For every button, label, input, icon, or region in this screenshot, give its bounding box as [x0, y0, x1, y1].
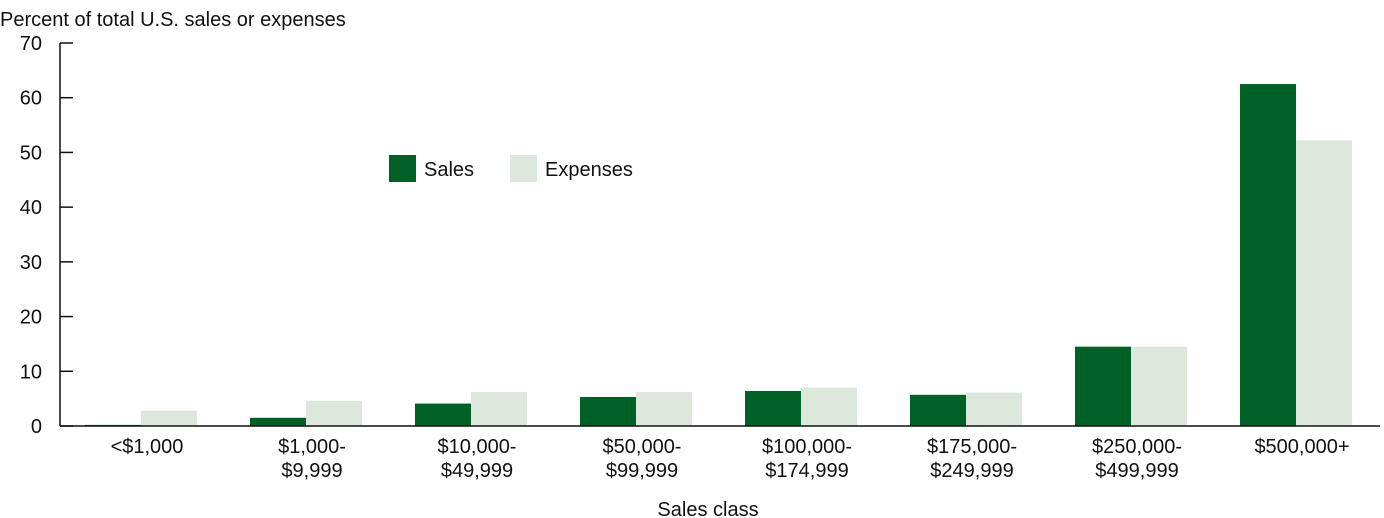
bar [1296, 140, 1352, 427]
x-tick-label: $10,000-$49,999 [438, 436, 517, 482]
chart-title: Percent of total U.S. sales or expenses [0, 9, 346, 31]
legend-swatch [510, 155, 537, 182]
bar [306, 400, 362, 426]
y-tick-label: 0 [31, 416, 42, 438]
legend-label: Expenses [545, 159, 633, 181]
x-tick-label: $250,000-$499,999 [1092, 436, 1182, 482]
bar [910, 394, 966, 426]
y-tick-label: 70 [20, 33, 42, 55]
x-tick-label: $175,000-$249,999 [927, 436, 1017, 482]
bar [636, 392, 692, 426]
bar [801, 387, 857, 426]
legend-label: Sales [424, 159, 474, 181]
bar [966, 392, 1022, 426]
bar [1240, 84, 1296, 427]
bar [415, 403, 471, 426]
x-tick-label: $1,000-$9,999 [278, 436, 346, 482]
bar [580, 397, 636, 426]
y-tick-label: 50 [20, 142, 42, 164]
legend-swatch [389, 155, 416, 182]
bar [1131, 346, 1187, 426]
y-tick-label: 30 [20, 252, 42, 274]
x-tick-label: $50,000-$99,999 [603, 436, 682, 482]
x-tick-label: $500,000+ [1254, 436, 1349, 458]
x-axis-label: Sales class [657, 499, 758, 518]
bar [141, 410, 197, 426]
y-tick-label: 10 [20, 361, 42, 383]
bar [250, 417, 306, 426]
bar [745, 390, 801, 426]
x-tick-label: <$1,000 [111, 436, 184, 458]
bar [471, 392, 527, 426]
x-tick-label: $100,000-$174,999 [762, 436, 852, 482]
bar [1075, 346, 1131, 426]
y-tick-label: 40 [20, 197, 42, 219]
y-tick-label: 60 [20, 88, 42, 110]
y-tick-label: 20 [20, 307, 42, 329]
